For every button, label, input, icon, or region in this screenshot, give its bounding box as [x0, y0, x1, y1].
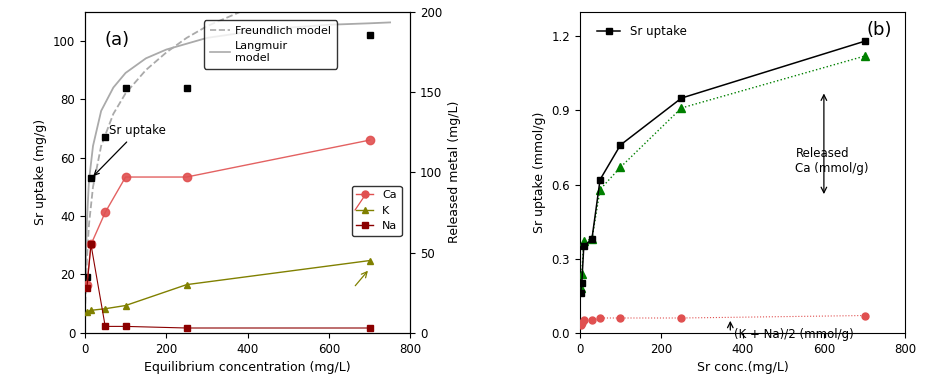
Y-axis label: Released metal (mg/L): Released metal (mg/L) — [448, 101, 461, 243]
X-axis label: Sr conc.(mg/L): Sr conc.(mg/L) — [697, 361, 788, 374]
Legend: Ca, K, Na: Ca, K, Na — [352, 186, 402, 236]
Text: (a): (a) — [105, 31, 129, 49]
Text: (K + Na)/2 (mmol/g): (K + Na)/2 (mmol/g) — [735, 328, 854, 341]
Text: Sr uptake: Sr uptake — [94, 124, 166, 175]
Y-axis label: Sr uptake (mmol/g): Sr uptake (mmol/g) — [533, 111, 546, 233]
Text: (b): (b) — [867, 21, 892, 39]
Text: Released
Ca (mmol/g): Released Ca (mmol/g) — [795, 147, 869, 175]
X-axis label: Equilibrium concentration (mg/L): Equilibrium concentration (mg/L) — [144, 361, 351, 374]
Legend: Sr uptake: Sr uptake — [592, 21, 691, 43]
Y-axis label: Sr uptake (mg/g): Sr uptake (mg/g) — [34, 119, 47, 225]
